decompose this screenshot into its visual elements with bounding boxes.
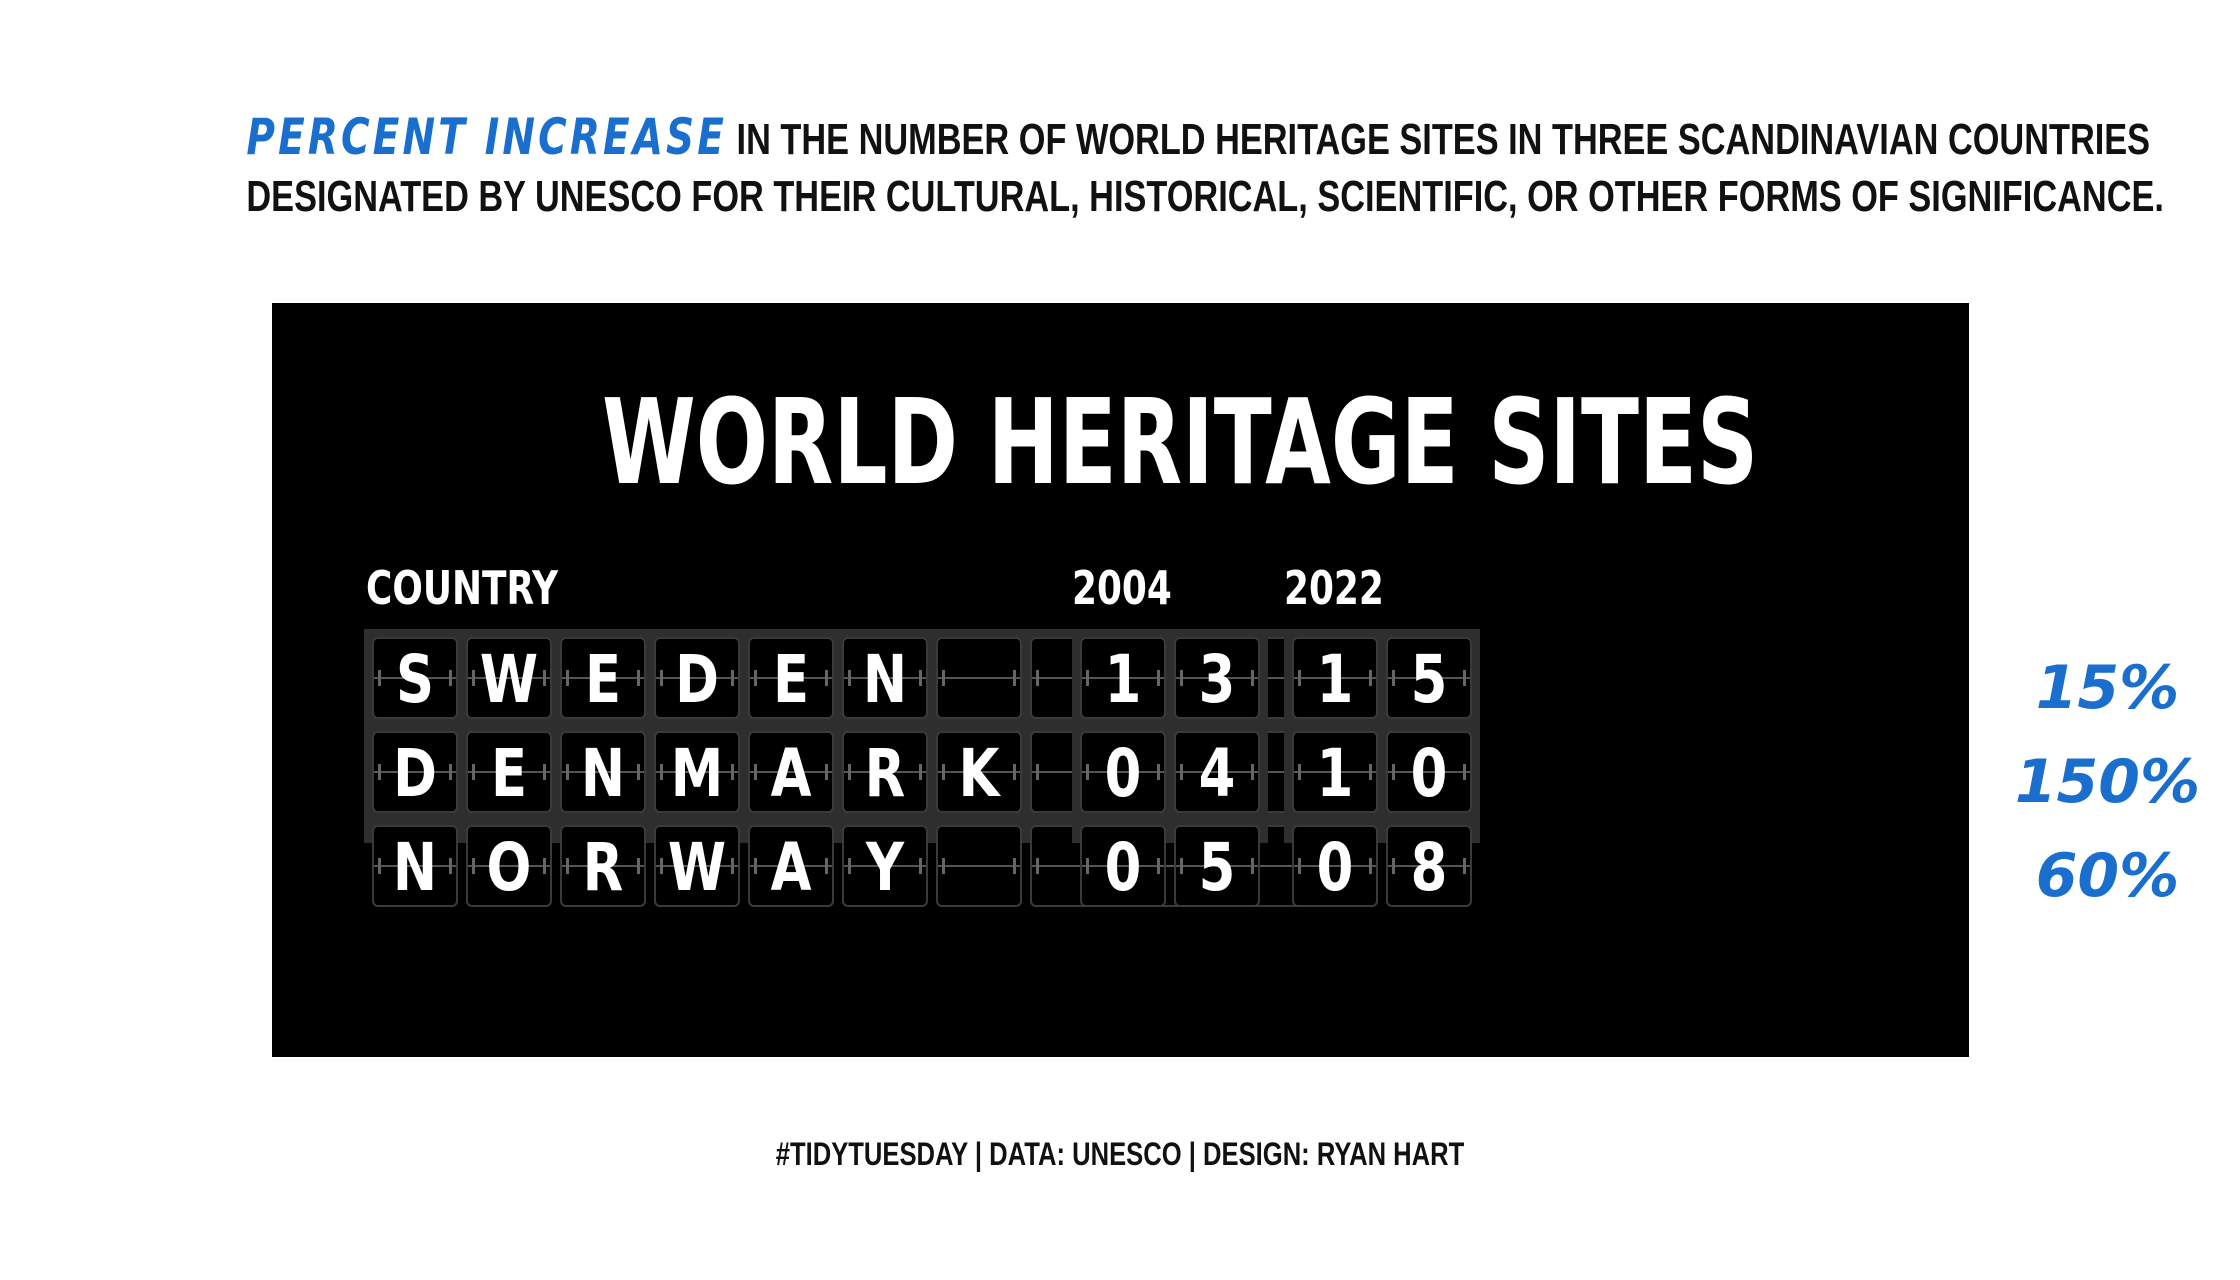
value-2022-sweden-0-char: 1 [1316,641,1354,718]
country-tile-norway-2: R [560,825,646,907]
country-tile-sweden-0-char: S [395,641,435,718]
value-2022-denmark-0: 1 [1292,731,1378,813]
country-tile-norway-3: W [654,825,740,907]
country-tile-sweden-6 [936,637,1022,719]
country-tile-denmark-3-char: M [670,735,724,812]
value-2022-sweden-1: 5 [1386,637,1472,719]
country-tile-sweden-5: N [842,637,928,719]
value-2004-sweden-1: 3 [1174,637,1260,719]
value-2004-denmark-1: 4 [1174,731,1260,813]
value-2022-denmark-0-char: 1 [1316,735,1354,812]
country-tile-sweden-1: W [466,637,552,719]
departure-board: WORLD HERITAGE SITES COUNTRY 2004 2022 S… [272,303,1969,1057]
value-2004-norway-1-char: 5 [1198,829,1236,906]
country-tile-sweden-7 [1030,637,1116,719]
country-tile-sweden-2-char: E [584,641,622,718]
value-2022-norway-0-char: 0 [1316,829,1354,906]
country-tile-denmark-1: E [466,731,552,813]
percent-label-denmark: 150% [2014,747,2201,817]
country-tile-norway-4: A [748,825,834,907]
country-tile-denmark-0-char: D [393,735,437,812]
board-title: WORLD HERITAGE SITES [601,373,1759,511]
country-tile-sweden-0: S [372,637,458,719]
country-tile-sweden-4: E [748,637,834,719]
country-tile-denmark-2: N [560,731,646,813]
value-2004-denmark-0: 0 [1080,731,1166,813]
country-tile-norway-0-char: N [392,829,438,906]
country-tile-denmark-6-char: K [958,735,1000,812]
country-tile-sweden-6-char [946,639,1012,717]
value-2022-norway-0: 0 [1292,825,1378,907]
subtitle-highlight: PERCENT INCREASE [246,108,728,166]
value-2004-denmark-1-char: 4 [1198,735,1236,812]
country-tile-norway-1-char: O [486,829,532,906]
country-tile-norway-2-char: R [582,829,624,906]
country-tile-norway-1: O [466,825,552,907]
value-2022-sweden-0: 1 [1292,637,1378,719]
country-tile-denmark-5-char: R [864,735,906,812]
country-tile-norway-5-char: Y [865,829,905,906]
country-tile-denmark-4-char: A [770,735,812,812]
percent-label-norway: 60% [2035,841,2180,911]
column-header-2022: 2022 [1284,561,1384,615]
column-header-2004: 2004 [1072,561,1172,615]
value-2022-norway-1: 8 [1386,825,1472,907]
country-tile-sweden-5-char: N [862,641,908,718]
country-tile-denmark-6: K [936,731,1022,813]
value-2004-sweden-0-char: 1 [1104,641,1142,718]
country-tile-norway-6 [936,825,1022,907]
country-tile-denmark-5: R [842,731,928,813]
value-2004-sweden-0: 1 [1080,637,1166,719]
percent-label-sweden: 15% [2035,653,2180,723]
country-tile-denmark-3: M [654,731,740,813]
country-tile-sweden-3-char: D [675,641,719,718]
country-tile-norway-0: N [372,825,458,907]
column-header-country: COUNTRY [366,561,559,615]
value-2004-denmark-0-char: 0 [1104,735,1142,812]
country-tile-norway-4-char: A [770,829,812,906]
country-tile-norway-3-char: W [667,829,727,906]
country-tile-norway-5: Y [842,825,928,907]
country-tile-sweden-2: E [560,637,646,719]
subtitle-line-1: PERCENT INCREASE IN THE NUMBER OF WORLD … [246,108,2150,166]
country-tile-sweden-4-char: E [772,641,810,718]
country-tile-norway-6-char [946,827,1012,905]
country-tile-sweden-1-char: W [479,641,539,718]
country-tile-denmark-7 [1030,731,1116,813]
value-2022-denmark-1: 0 [1386,731,1472,813]
country-tile-sweden-3: D [654,637,740,719]
country-tile-denmark-2-char: N [580,735,626,812]
footer-credits: #TIDYTUESDAY | DATA: UNESCO | DESIGN: RY… [775,1136,1465,1172]
value-2004-sweden-1-char: 3 [1198,641,1236,718]
country-tile-denmark-0: D [372,731,458,813]
value-2022-sweden-1-char: 5 [1410,641,1448,718]
subtitle-line-2: DESIGNATED BY UNESCO FOR THEIR CULTURAL,… [246,172,2164,221]
value-2022-norway-1-char: 8 [1410,829,1448,906]
subtitle-line-1-rest: IN THE NUMBER OF WORLD HERITAGE SITES IN… [727,115,2151,164]
country-tile-denmark-4: A [748,731,834,813]
value-2022-denmark-1-char: 0 [1410,735,1448,812]
country-tile-denmark-1-char: E [490,735,528,812]
value-2004-norway-0-char: 0 [1104,829,1142,906]
country-tile-norway-7 [1030,825,1116,907]
value-2004-norway-0: 0 [1080,825,1166,907]
value-2004-norway-1: 5 [1174,825,1260,907]
